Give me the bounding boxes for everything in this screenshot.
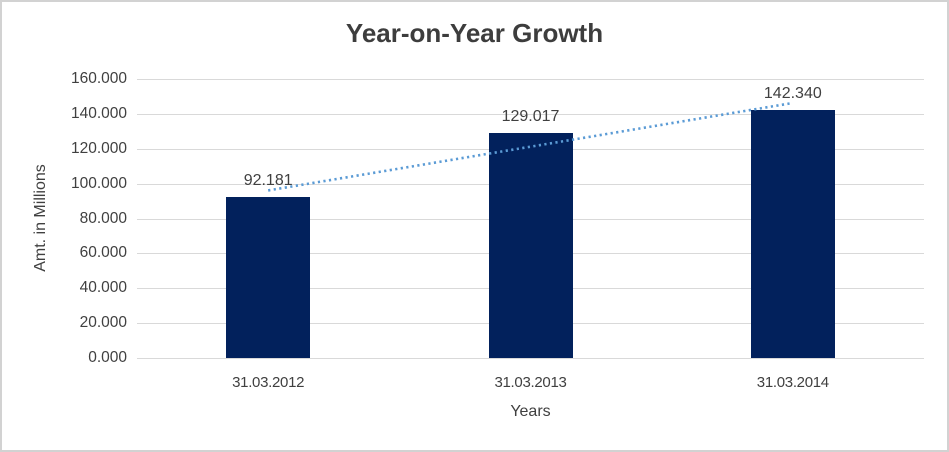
y-tick-label: 40.000 xyxy=(79,279,127,297)
y-tick-label: 80.000 xyxy=(79,209,127,227)
gridline xyxy=(137,113,924,115)
y-tick-label: 60.000 xyxy=(79,244,127,262)
x-tick-label: 31.03.2014 xyxy=(756,374,829,391)
y-tick-label: 20.000 xyxy=(79,314,127,332)
bar-value-label: 129.017 xyxy=(501,108,560,126)
y-tick-label: 0.000 xyxy=(88,349,127,366)
x-tick-label: 31.03.2013 xyxy=(494,374,567,391)
y-tick-label: 140.000 xyxy=(70,104,127,122)
bar-value-label: 92.181 xyxy=(243,172,293,190)
plot-area: 92.181 129.017 142.340 xyxy=(137,79,924,359)
x-tick-label: 31.03.2012 xyxy=(232,374,305,391)
y-tick-label: 160.000 xyxy=(70,70,127,87)
bar xyxy=(750,109,835,358)
bar-value-label: 142.340 xyxy=(763,84,822,102)
bar xyxy=(226,197,311,358)
gridline xyxy=(137,358,924,359)
trendline xyxy=(267,101,794,192)
y-tick-label: 100.000 xyxy=(70,174,127,192)
gridline xyxy=(137,79,924,80)
trendline-layer xyxy=(267,101,794,192)
bar xyxy=(488,133,573,358)
x-axis-title: Years xyxy=(510,403,551,420)
y-tick-label: 120.000 xyxy=(70,139,127,157)
chart-title: Year-on-Year Growth xyxy=(345,18,604,48)
